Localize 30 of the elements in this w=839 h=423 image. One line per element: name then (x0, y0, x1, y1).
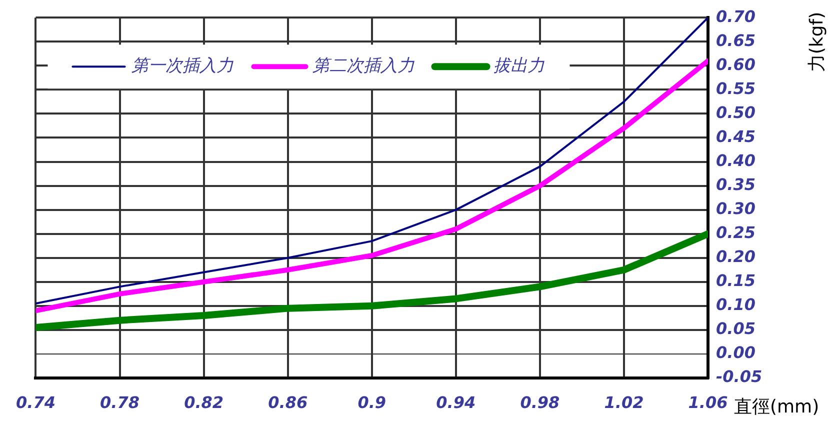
y-tick-label: 0.30 (716, 198, 756, 218)
x-tick-label: 0.94 (436, 392, 476, 412)
legend-label: 第一次插入力 (132, 56, 234, 76)
x-tick-label: 0.82 (184, 392, 224, 412)
y-tick-label: 0.55 (716, 78, 756, 98)
y-tick-label: 0.35 (716, 174, 756, 194)
x-tick-label: 1.02 (604, 392, 644, 412)
x-tick-label: 0.86 (268, 392, 308, 412)
legend-label: 第二次插入力 (312, 56, 415, 76)
y-tick-label: 0.25 (716, 222, 756, 242)
y-tick-label: 0.20 (716, 247, 756, 266)
x-axis-title: 直徑(mm) (734, 396, 820, 418)
legend-label: 拔出力 (494, 56, 545, 76)
y-tick-label: 0.15 (716, 271, 756, 290)
x-tick-label: 1.06 (688, 392, 728, 412)
x-tick-label: 0.98 (520, 392, 560, 412)
y-tick-label: 0.70 (716, 6, 756, 26)
y-tick-label: 0.65 (716, 30, 756, 50)
y-tick-label: 0.40 (716, 150, 756, 170)
x-tick-label: 0.9 (358, 392, 386, 412)
x-tick-label: 0.74 (16, 392, 56, 412)
y-tick-label: 0.45 (716, 126, 756, 146)
y-tick-label: 0.60 (716, 54, 756, 74)
x-tick-label: 0.78 (100, 392, 140, 412)
y-tick-label: 0.00 (716, 343, 756, 362)
y-tick-label: 0.50 (716, 102, 756, 122)
y-tick-label: 0.05 (716, 319, 756, 338)
y-tick-label: 0.10 (716, 295, 756, 314)
y-axis-title: 力(kgf) (806, 12, 828, 72)
y-tick-label: -0.05 (716, 367, 762, 386)
